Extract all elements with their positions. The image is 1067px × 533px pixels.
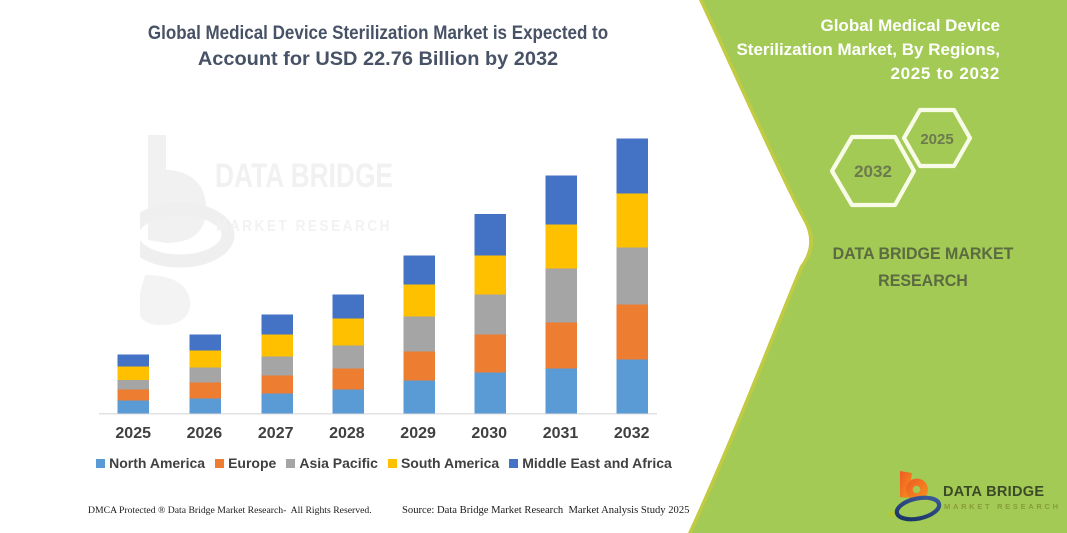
svg-text:2025: 2025 xyxy=(920,131,953,148)
svg-text:DATA BRIDGE: DATA BRIDGE xyxy=(943,484,1044,500)
svg-text:2032: 2032 xyxy=(854,162,892,181)
svg-text:MARKET RESEARCH: MARKET RESEARCH xyxy=(944,502,1061,511)
svg-text:MARKET RESEARCH: MARKET RESEARCH xyxy=(216,218,392,235)
svg-text:DATA BRIDGE: DATA BRIDGE xyxy=(215,157,393,195)
